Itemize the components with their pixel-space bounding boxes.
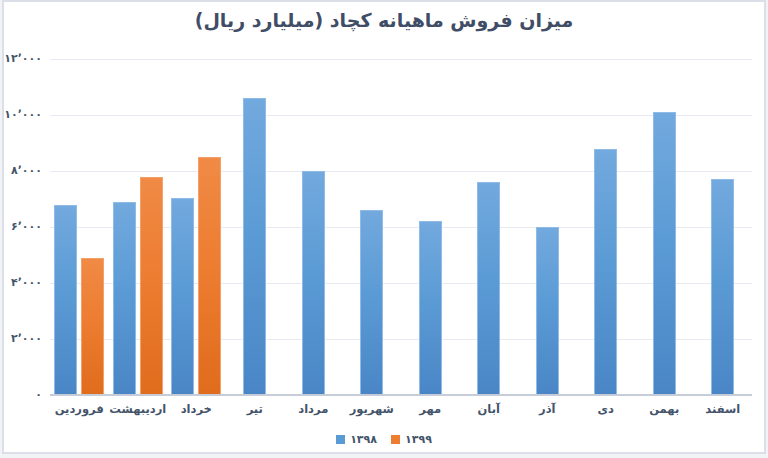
- bar-group-9: [518, 59, 577, 395]
- x-axis-category-labels: فروردیناردیبهشتخردادتیرمردادشهریورمهرآبا…: [50, 402, 752, 416]
- bar-۱۳۹۸-مرداد[interactable]: [302, 171, 325, 395]
- bar-۱۳۹۸-شهریور[interactable]: [360, 210, 383, 395]
- plot-area: [50, 59, 752, 395]
- bar-۱۳۹۸-اردیبهشت[interactable]: [113, 202, 136, 395]
- legend-item-۱۳۹۸[interactable]: ۱۳۹۸: [336, 433, 377, 446]
- x-axis-line: [50, 394, 752, 396]
- bar-۱۳۹۹-اردیبهشت[interactable]: [140, 177, 163, 395]
- y-tick-label-6000: ۶٬۰۰۰: [11, 220, 42, 233]
- bar-۱۳۹۹-فروردین[interactable]: [81, 258, 104, 395]
- bar-group-5: [284, 59, 343, 395]
- bar-group-10: [577, 59, 636, 395]
- bar-۱۳۹۸-آذر[interactable]: [536, 227, 559, 395]
- bar-group-4: [226, 59, 285, 395]
- bar-۱۳۹۸-دی[interactable]: [594, 149, 617, 395]
- y-tick-label-10000: ۱۰٬۰۰۰: [4, 108, 42, 121]
- y-tick-label-4000: ۴٬۰۰۰: [11, 276, 42, 289]
- x-label-3: خرداد: [167, 402, 226, 416]
- legend-label: ۱۳۹۸: [350, 433, 377, 446]
- y-axis-tick-labels: ۰۲٬۰۰۰۴٬۰۰۰۶٬۰۰۰۸٬۰۰۰۱۰٬۰۰۰۱۲٬۰۰۰: [4, 59, 44, 395]
- bar-۱۳۹۹-خرداد[interactable]: [198, 157, 221, 395]
- bar-۱۳۹۸-تیر[interactable]: [243, 98, 266, 395]
- bar-group-6: [343, 59, 402, 395]
- x-label-2: اردیبهشت: [109, 402, 168, 416]
- legend-swatch-icon: [336, 435, 345, 444]
- bars-container: [50, 59, 752, 395]
- bar-group-1: [50, 59, 109, 395]
- bar-group-3: [167, 59, 226, 395]
- x-label-10: دی: [577, 402, 636, 416]
- chart-window: میزان فروش ماهیانه کچاد (میلیارد ریال) ۰…: [2, 0, 766, 454]
- bar-۱۳۹۸-اسفند[interactable]: [711, 179, 734, 395]
- x-label-11: بهمن: [635, 402, 694, 416]
- chart-legend: ۱۳۹۸ ۱۳۹۹: [4, 433, 764, 446]
- bar-۱۳۹۸-بهمن[interactable]: [653, 112, 676, 395]
- x-label-1: فروردین: [50, 402, 109, 416]
- bar-group-2: [109, 59, 168, 395]
- x-label-12: اسفند: [694, 402, 753, 416]
- x-label-6: شهریور: [343, 402, 402, 416]
- bar-group-8: [460, 59, 519, 395]
- y-tick-label-8000: ۸٬۰۰۰: [11, 164, 42, 177]
- x-label-5: مرداد: [284, 402, 343, 416]
- x-label-8: آبان: [460, 402, 519, 416]
- bar-۱۳۹۸-آبان[interactable]: [477, 182, 500, 395]
- x-label-7: مهر: [401, 402, 460, 416]
- x-label-4: تیر: [226, 402, 285, 416]
- bar-group-12: [694, 59, 753, 395]
- y-tick-label-2000: ۲٬۰۰۰: [11, 332, 42, 345]
- bar-group-7: [401, 59, 460, 395]
- y-tick-label-12000: ۱۲٬۰۰۰: [4, 52, 42, 65]
- bar-۱۳۹۸-فروردین[interactable]: [54, 205, 77, 395]
- legend-label: ۱۳۹۹: [405, 433, 432, 446]
- y-tick-label-0: ۰: [35, 388, 42, 401]
- chart-title: میزان فروش ماهیانه کچاد (میلیارد ریال): [4, 9, 764, 31]
- bar-۱۳۹۸-مهر[interactable]: [419, 221, 442, 395]
- bar-group-11: [635, 59, 694, 395]
- bar-۱۳۹۸-خرداد[interactable]: [171, 198, 194, 395]
- legend-item-۱۳۹۹[interactable]: ۱۳۹۹: [391, 433, 432, 446]
- x-label-9: آذر: [518, 402, 577, 416]
- legend-swatch-icon: [391, 435, 400, 444]
